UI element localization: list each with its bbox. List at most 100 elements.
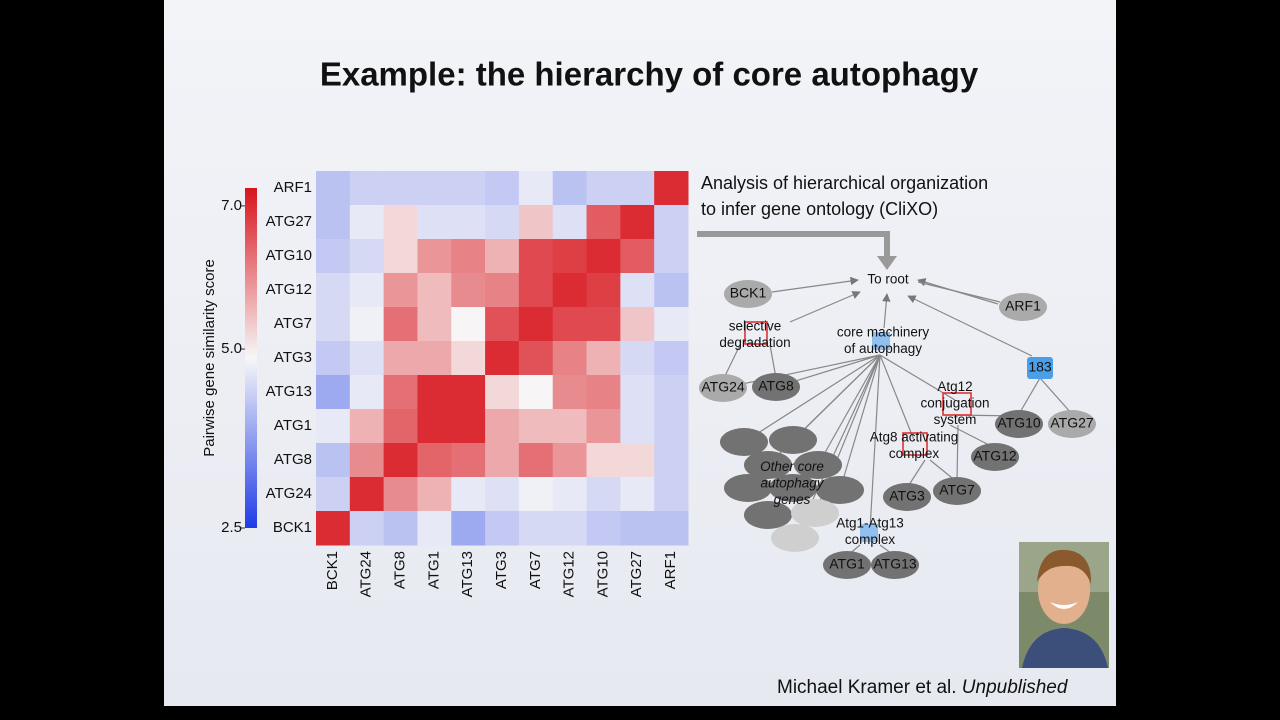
heatmap-cell <box>451 443 486 478</box>
heatmap-cell <box>518 375 554 410</box>
node-label: Atg8 activating <box>870 429 959 444</box>
heatmap-cell <box>620 273 655 308</box>
citation-authors: Michael Kramer et al. <box>777 677 957 698</box>
arrow <box>789 291 861 323</box>
colorbar-tick-label: 2.5 <box>221 519 242 536</box>
heatmap-cell <box>552 341 588 376</box>
blue-marker <box>872 332 890 350</box>
heatmap-cell <box>349 205 385 240</box>
heatmap-cell <box>349 477 385 512</box>
heatmap-cell <box>316 375 351 410</box>
heatmap-cell <box>518 477 554 512</box>
heatmap-cell <box>654 443 689 478</box>
heatmap-cell <box>518 273 554 308</box>
heatmap-cell <box>552 511 588 546</box>
heatmap-cell <box>586 477 621 512</box>
heatmap-cell <box>417 341 452 376</box>
gene-cluster-node <box>769 426 817 454</box>
slide-title: Example: the hierarchy of core autophagy <box>320 56 979 93</box>
heatmap-cell <box>620 239 655 274</box>
heatmap-cell <box>654 239 689 274</box>
marker-box <box>744 321 768 345</box>
gene-node <box>823 551 871 579</box>
heatmap-cell <box>485 273 520 308</box>
heatmap-cell <box>417 171 452 206</box>
heatmap-cell <box>417 273 452 308</box>
arrow <box>907 295 1033 357</box>
heatmap-cell <box>620 205 655 240</box>
y-tick-label: ATG24 <box>266 485 312 502</box>
colorbar <box>245 188 257 528</box>
gene-cluster-node <box>816 476 864 504</box>
gene-node <box>995 410 1043 438</box>
heatmap-cell <box>451 307 486 342</box>
heatmap-cell <box>620 171 655 206</box>
colorbar-tick-label: 5.0 <box>221 340 242 357</box>
y-tick-label: BCK1 <box>273 519 312 536</box>
node-label: genes <box>774 492 811 507</box>
gene-cluster-node <box>769 474 817 502</box>
heatmap-cell <box>485 307 520 342</box>
x-tick-label: ATG12 <box>561 551 578 597</box>
gene-node <box>871 551 919 579</box>
edge <box>839 354 881 491</box>
heatmap-cell <box>485 477 520 512</box>
heatmap-cell <box>518 511 554 546</box>
heatmap-cell <box>451 409 486 444</box>
heatmap-cell <box>552 477 588 512</box>
heatmap-cell <box>485 205 520 240</box>
heatmap-cell <box>552 205 588 240</box>
edge <box>817 354 881 466</box>
heatmap-cell <box>620 375 655 410</box>
heatmap-cell <box>552 375 588 410</box>
gene-label: ARF1 <box>1005 298 1041 314</box>
gene-label: ATG13 <box>873 556 917 572</box>
gene-cluster-node <box>771 524 819 552</box>
node-label: system <box>934 412 977 427</box>
edge <box>879 354 915 441</box>
heatmap-cell <box>518 171 554 206</box>
heatmap-cell <box>349 341 385 376</box>
x-tick-label: ATG13 <box>459 551 476 597</box>
edge <box>917 281 1001 303</box>
heatmap-cell <box>552 307 588 342</box>
gene-node <box>699 374 747 402</box>
heatmap-cell <box>654 409 689 444</box>
heatmap-cell <box>485 511 520 546</box>
heatmap-cell <box>316 511 351 546</box>
heatmap-cell <box>349 171 385 206</box>
heatmap-cell <box>620 511 655 546</box>
heatmap-cell <box>316 443 351 478</box>
heatmap-cell <box>620 341 655 376</box>
edge <box>743 354 881 443</box>
heatmap-cell <box>485 443 520 478</box>
heatmap-cell <box>552 239 588 274</box>
gene-node <box>999 293 1047 321</box>
heatmap-cell <box>451 205 486 240</box>
heatmap-cell <box>383 375 418 410</box>
heatmap-cell <box>349 511 385 546</box>
heatmap-cell <box>349 409 385 444</box>
heatmap-cell <box>451 375 486 410</box>
heatmap-cell <box>518 239 554 274</box>
gene-label: ATG7 <box>939 482 975 498</box>
heatmap-cell <box>383 477 418 512</box>
heatmap-cell <box>316 171 351 206</box>
heatmap-cell <box>383 511 418 546</box>
heatmap-cell <box>417 409 452 444</box>
y-tick-label: ATG7 <box>274 315 312 332</box>
citation-status: Unpublished <box>962 677 1069 698</box>
heatmap-cell <box>620 409 655 444</box>
heatmap-cell <box>383 341 418 376</box>
heatmap-cell <box>654 511 689 546</box>
node-label: autophagy <box>760 476 824 491</box>
heatmap-cell <box>451 171 486 206</box>
gene-label: 183 <box>1028 359 1052 375</box>
y-tick-label: ARF1 <box>274 179 312 196</box>
heatmap-cell <box>586 205 621 240</box>
edge <box>769 344 777 379</box>
heatmap-cell <box>451 273 486 308</box>
heatmap-cell <box>485 171 520 206</box>
big-arrow-head <box>877 256 897 270</box>
heatmap-cell <box>417 205 452 240</box>
